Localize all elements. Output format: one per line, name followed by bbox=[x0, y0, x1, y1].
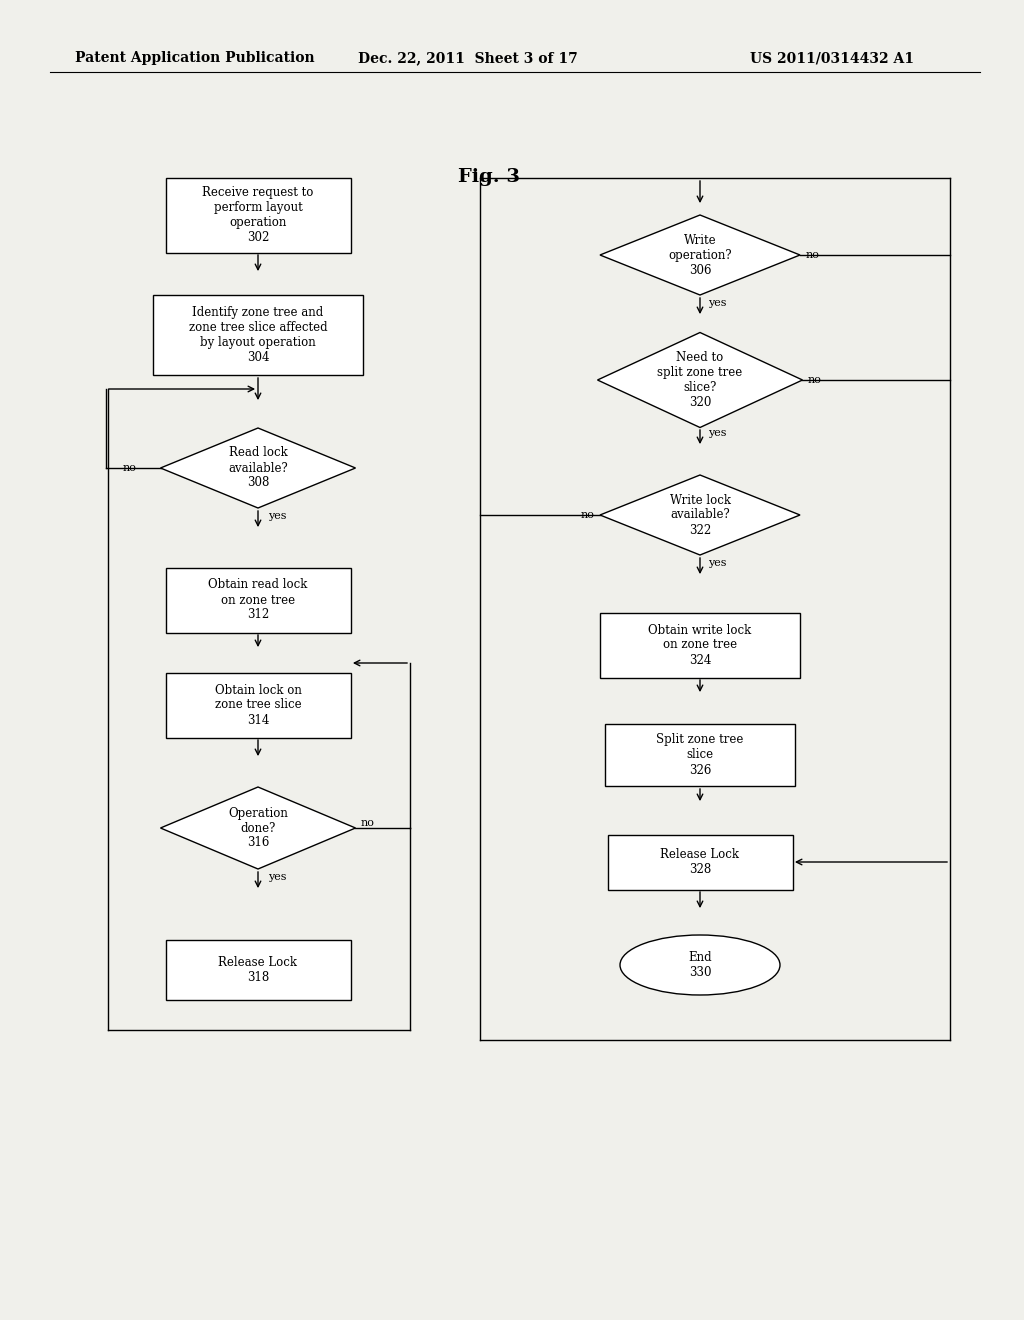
Polygon shape bbox=[600, 215, 800, 294]
Polygon shape bbox=[597, 333, 803, 428]
Text: yes: yes bbox=[268, 511, 287, 521]
Polygon shape bbox=[161, 787, 355, 869]
Text: Identify zone tree and
zone tree slice affected
by layout operation
304: Identify zone tree and zone tree slice a… bbox=[188, 306, 328, 364]
Text: Patent Application Publication: Patent Application Publication bbox=[75, 51, 314, 65]
Text: Fig. 3: Fig. 3 bbox=[458, 168, 520, 186]
Text: Obtain lock on
zone tree slice
314: Obtain lock on zone tree slice 314 bbox=[215, 684, 301, 726]
Text: Operation
done?
316: Operation done? 316 bbox=[228, 807, 288, 850]
Text: Need to
split zone tree
slice?
320: Need to split zone tree slice? 320 bbox=[657, 351, 742, 409]
Text: Write
operation?
306: Write operation? 306 bbox=[669, 234, 732, 276]
Text: no: no bbox=[123, 463, 137, 473]
Polygon shape bbox=[600, 475, 800, 554]
Bar bbox=[166, 672, 350, 738]
Bar bbox=[605, 723, 795, 785]
Text: Release Lock
328: Release Lock 328 bbox=[660, 847, 739, 876]
Ellipse shape bbox=[620, 935, 780, 995]
Text: Dec. 22, 2011  Sheet 3 of 17: Dec. 22, 2011 Sheet 3 of 17 bbox=[358, 51, 578, 65]
Bar bbox=[166, 177, 350, 252]
Text: yes: yes bbox=[708, 298, 726, 308]
Bar bbox=[166, 940, 350, 1001]
Text: End
330: End 330 bbox=[688, 950, 712, 979]
Text: Obtain read lock
on zone tree
312: Obtain read lock on zone tree 312 bbox=[208, 578, 307, 622]
Text: no: no bbox=[806, 249, 820, 260]
Bar bbox=[166, 568, 350, 632]
Text: Obtain write lock
on zone tree
324: Obtain write lock on zone tree 324 bbox=[648, 623, 752, 667]
Text: no: no bbox=[361, 818, 375, 828]
Bar bbox=[153, 294, 362, 375]
Text: Release Lock
318: Release Lock 318 bbox=[218, 956, 298, 983]
Bar bbox=[600, 612, 800, 677]
Text: yes: yes bbox=[268, 873, 287, 882]
Text: no: no bbox=[808, 375, 822, 385]
Text: Split zone tree
slice
326: Split zone tree slice 326 bbox=[656, 734, 743, 776]
Text: no: no bbox=[581, 510, 594, 520]
Text: US 2011/0314432 A1: US 2011/0314432 A1 bbox=[750, 51, 914, 65]
Polygon shape bbox=[161, 428, 355, 508]
Text: Receive request to
perform layout
operation
302: Receive request to perform layout operat… bbox=[203, 186, 313, 244]
Text: Write lock
available?
322: Write lock available? 322 bbox=[670, 494, 730, 536]
Text: yes: yes bbox=[708, 558, 726, 568]
Text: yes: yes bbox=[708, 428, 726, 438]
Bar bbox=[607, 834, 793, 890]
Text: Read lock
available?
308: Read lock available? 308 bbox=[228, 446, 288, 490]
